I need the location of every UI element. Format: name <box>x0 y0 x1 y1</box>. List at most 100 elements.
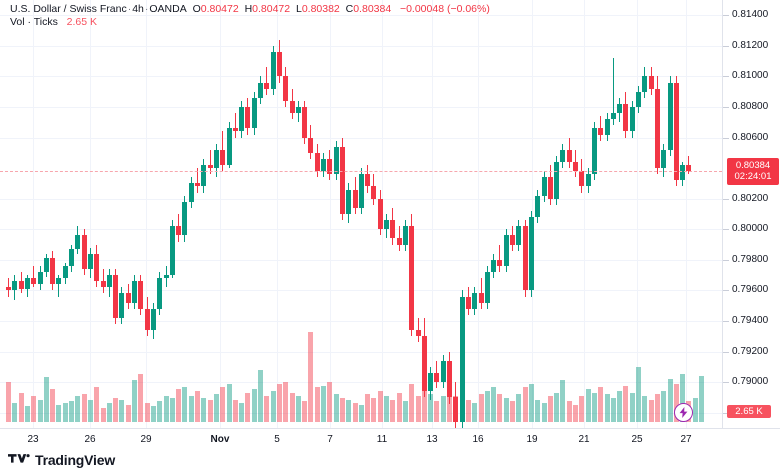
volume-bar <box>629 392 635 422</box>
volume-bar <box>50 389 56 422</box>
candle-body <box>245 107 251 129</box>
volume-bar <box>591 392 597 422</box>
time-tick-label: 23 <box>27 434 39 445</box>
candle-body <box>24 278 30 289</box>
chart-pane[interactable] <box>0 0 722 428</box>
volume-bar <box>585 389 591 422</box>
volume-value-badge: 2.65 K <box>727 405 771 418</box>
volume-bar <box>188 396 194 422</box>
time-tick-label: 11 <box>376 434 388 445</box>
price-tick-label: 0.81400 <box>732 9 769 21</box>
grid-line-horizontal <box>0 46 722 47</box>
candle-body <box>333 146 339 175</box>
volume-bar <box>113 397 119 422</box>
legend-symbol-name[interactable]: U.S. Dollar / Swiss Franc <box>10 3 127 15</box>
candle-body <box>12 281 18 291</box>
candle-body <box>579 171 585 187</box>
legend-interval[interactable]: 4h <box>132 3 144 15</box>
volume-bar <box>465 399 471 422</box>
legend-volume-row[interactable]: Vol · Ticks 2.65 K <box>10 16 490 29</box>
volume-bar <box>654 394 660 422</box>
candle-body <box>157 278 163 309</box>
candle-body <box>75 235 81 250</box>
price-tick-label: 0.80600 <box>732 131 769 143</box>
candle-body <box>421 336 427 392</box>
price-tick-label: 0.79000 <box>732 376 769 388</box>
candle-body <box>81 235 87 270</box>
volume-bar <box>371 397 377 422</box>
volume-bar <box>598 387 604 422</box>
candle-body <box>573 162 578 172</box>
volume-bar <box>667 378 673 422</box>
candle-body <box>352 189 358 208</box>
candle-body <box>327 158 333 175</box>
time-tick-label: 5 <box>274 434 280 445</box>
volume-bar <box>535 399 541 422</box>
legend-volume-value: 2.65 K <box>66 16 97 28</box>
candle-body <box>308 137 314 153</box>
grid-line-vertical <box>532 0 533 428</box>
price-tick-dash <box>723 138 729 139</box>
volume-bar <box>226 383 232 422</box>
candle-body <box>409 226 415 331</box>
volume-bar <box>56 404 62 422</box>
grid-line-horizontal <box>0 15 722 16</box>
volume-bar <box>491 387 497 422</box>
candle-wick <box>398 226 400 251</box>
volume-bar <box>87 399 93 422</box>
candle-body <box>270 51 276 89</box>
volume-bar <box>150 406 156 422</box>
candle-body <box>226 128 232 166</box>
price-tick-dash <box>723 76 729 77</box>
price-tick-label: 0.80000 <box>732 223 769 235</box>
volume-bar <box>623 385 629 422</box>
volume-bar <box>106 402 112 422</box>
candle-body <box>402 226 408 245</box>
volume-bar <box>610 397 616 422</box>
volume-bar <box>201 397 207 422</box>
price-tick-dash <box>723 46 729 47</box>
candle-body <box>566 149 572 163</box>
candle-body <box>673 82 679 181</box>
current-price-value: 0.80384 <box>735 159 771 171</box>
price-tick-label: 0.80200 <box>732 192 769 204</box>
price-axis[interactable]: 0.80384 02:24:01 2.65 K 0.81400 0.81200 0.… <box>722 0 780 428</box>
candle-body <box>522 226 528 291</box>
legend-exchange: OANDA <box>149 3 187 15</box>
candle-wick <box>8 278 9 297</box>
candle-body <box>585 174 591 187</box>
volume-bar <box>434 401 440 422</box>
volume-bar <box>81 394 87 422</box>
candle-body <box>510 235 515 245</box>
volume-bar <box>604 394 610 422</box>
candle-wick <box>197 168 198 193</box>
volume-bar <box>138 373 144 422</box>
volume-bar <box>522 387 528 422</box>
legend-close-label: C <box>345 3 354 15</box>
candle-body <box>207 165 213 169</box>
candle-body <box>667 82 673 150</box>
volume-bar <box>132 380 137 422</box>
legend-volume-title[interactable]: Vol · Ticks <box>10 16 58 28</box>
volume-bar <box>169 397 175 422</box>
grid-line-horizontal <box>0 321 722 322</box>
volume-bar <box>125 404 131 422</box>
time-axis[interactable]: 23 26 29 Nov 5 7 11 13 16 19 21 25 27 <box>0 428 780 451</box>
bar-countdown: 02:24:01 <box>734 170 772 182</box>
candle-body <box>503 235 509 266</box>
volume-bar <box>497 394 503 422</box>
candle-body <box>598 128 604 135</box>
volume-bar <box>163 396 169 422</box>
realtime-bolt-icon[interactable] <box>674 403 693 422</box>
legend-symbol-row[interactable]: U.S. Dollar / Swiss Franc·4h·OANDA O0.80… <box>10 3 490 16</box>
candle-body <box>169 226 175 276</box>
time-tick-label: 19 <box>526 434 538 445</box>
tradingview-logo[interactable]: TradingView <box>8 450 115 470</box>
volume-bar <box>661 390 667 422</box>
volume-bar <box>62 402 68 422</box>
volume-bar <box>346 399 352 422</box>
candle-body <box>276 51 282 77</box>
candle-body <box>491 259 497 273</box>
volume-bar <box>37 399 43 422</box>
chart-legend: U.S. Dollar / Swiss Franc·4h·OANDA O0.80… <box>10 3 490 29</box>
